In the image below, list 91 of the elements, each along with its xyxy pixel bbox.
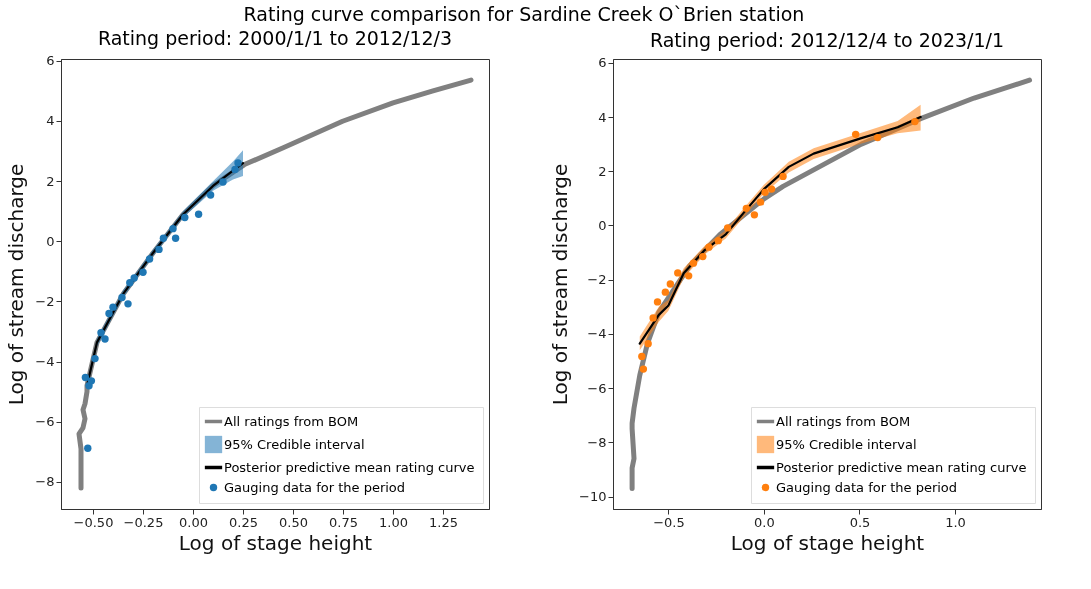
x-axis-title: Log of stage height [178, 530, 373, 555]
point [155, 245, 163, 254]
legend-label: All ratings from BOM [224, 413, 359, 429]
point [118, 293, 126, 302]
x-tick-label: −0.50 [73, 514, 114, 530]
point [851, 130, 860, 139]
point [181, 213, 189, 222]
legend-label: Posterior predictive mean rating curve [224, 459, 475, 475]
y-tick-label: 2 [46, 173, 55, 189]
x-axis-title: Log of stage height [730, 530, 925, 555]
x-tick-label: 1.25 [429, 514, 458, 530]
point [101, 335, 109, 343]
x-tick-label: 0.25 [229, 514, 258, 530]
point [139, 268, 147, 276]
point [674, 269, 682, 277]
x-tick-label: −0.5 [653, 514, 685, 530]
point [91, 354, 99, 363]
y-tick-label: −8 [587, 434, 607, 450]
point [639, 365, 648, 373]
point [145, 255, 154, 263]
point [742, 204, 751, 213]
point [767, 185, 776, 193]
point [159, 234, 168, 242]
point [105, 309, 113, 318]
point [666, 280, 675, 288]
point [873, 133, 882, 142]
y-tick-label: 6 [598, 55, 607, 71]
x-tick-label: 0.5 [849, 514, 871, 530]
y-axis-title: Log of stream discharge [4, 163, 29, 406]
point [231, 165, 239, 174]
point [234, 159, 242, 167]
y-tick-label: −2 [587, 272, 607, 288]
y-tick-label: −10 [579, 489, 607, 505]
point [87, 377, 96, 385]
chart-title: Rating period: 2000/1/1 to 2012/12/3 [97, 26, 453, 49]
point [194, 210, 203, 218]
y-tick-label: 0 [598, 217, 607, 233]
point [638, 352, 646, 361]
point [109, 303, 117, 311]
x-tick-label: 1.00 [379, 514, 408, 530]
point [705, 243, 713, 251]
legend-label: 95% Credible interval [224, 436, 365, 452]
point [756, 198, 765, 206]
y-tick-label: −6 [35, 414, 55, 430]
point [661, 288, 670, 296]
point [723, 224, 732, 232]
point [911, 117, 919, 126]
y-tick-label: −4 [587, 326, 607, 342]
point [750, 211, 759, 219]
legend-label: 95% Credible interval [776, 436, 917, 452]
point [653, 298, 662, 306]
chart-title: Rating period: 2012/12/4 to 2023/1/1 [649, 28, 1005, 51]
text: Rating curve comparison for Sardine Creek O`Brien station [243, 3, 805, 26]
point [219, 178, 227, 186]
point [684, 272, 693, 280]
y-tick-label: −8 [35, 474, 55, 490]
point [761, 188, 769, 197]
y-tick-label: 2 [598, 163, 607, 179]
y-tick-label: 6 [46, 53, 55, 69]
legend-label: Posterior predictive mean rating curve [776, 459, 1027, 475]
x-tick-label: 0.75 [329, 514, 358, 530]
y-tick-label: −2 [35, 293, 55, 309]
point [206, 191, 215, 199]
point [714, 236, 722, 245]
point [779, 172, 787, 181]
point [124, 300, 132, 308]
point [84, 444, 92, 452]
point [126, 279, 134, 287]
point [689, 259, 698, 267]
x-tick-label: 0.50 [279, 514, 308, 530]
point [81, 373, 90, 382]
point [699, 252, 707, 261]
point [130, 274, 138, 282]
y-tick-label: −6 [587, 380, 607, 396]
x-tick-label: 0.0 [754, 514, 775, 530]
legend-label: All ratings from BOM [776, 413, 911, 429]
point [649, 314, 657, 322]
point [171, 234, 180, 242]
point [97, 329, 105, 337]
legend-label: Gauging data for the period [224, 479, 406, 495]
y-tick-label: 4 [46, 113, 55, 129]
legend-label: Gauging data for the period [776, 479, 958, 495]
y-axis-title: Log of stream discharge [548, 163, 573, 406]
point [644, 339, 652, 348]
x-tick-label: 1.0 [945, 514, 966, 530]
point [169, 224, 177, 233]
y-tick-label: −4 [35, 354, 55, 370]
y-tick-label: 4 [598, 109, 607, 125]
x-tick-label: −0.25 [123, 514, 164, 530]
x-tick-label: 0.00 [179, 514, 208, 530]
y-tick-label: 0 [46, 233, 55, 249]
